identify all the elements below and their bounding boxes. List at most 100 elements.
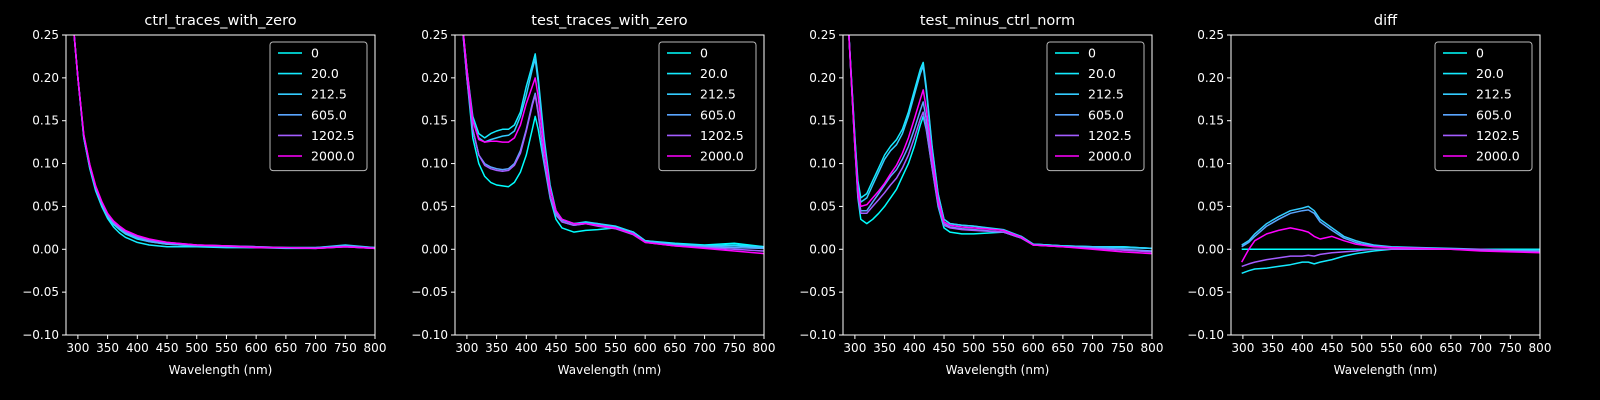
plot-frame: [65, 34, 376, 336]
legend-label-1: 20.0: [1088, 66, 1116, 81]
y-tick-label: 0.20: [421, 71, 448, 85]
x-tick-label: 800: [364, 341, 387, 355]
x-tick-label: 750: [1111, 341, 1134, 355]
x-tick-label: 350: [1261, 341, 1284, 355]
x-tick-label: 600: [245, 341, 268, 355]
x-tick-label: 700: [693, 341, 716, 355]
y-tick-label: 0.00: [32, 242, 59, 256]
x-tick-label: 300: [66, 341, 89, 355]
x-tick-label: 450: [933, 341, 956, 355]
x-tick-label: 550: [992, 341, 1015, 355]
y-tick-label: 0.20: [809, 71, 836, 85]
plot-frame: [842, 34, 1153, 336]
legend-label-3: 605.0: [1088, 107, 1124, 122]
legend-label-2: 212.5: [1476, 87, 1512, 102]
chart-title: ctrl_traces_with_zero: [144, 13, 296, 29]
x-tick-label: 650: [274, 341, 297, 355]
x-tick-label: 700: [1081, 341, 1104, 355]
y-tick-label: 0.15: [1197, 114, 1224, 128]
x-tick-label: 600: [1410, 341, 1433, 355]
y-tick-label: −0.05: [22, 285, 59, 299]
x-tick-label: 400: [126, 341, 149, 355]
legend-label-3: 605.0: [1476, 107, 1512, 122]
y-tick-label: −0.05: [1187, 285, 1224, 299]
legend-label-4: 1202.5: [1088, 128, 1132, 143]
legend-label-3: 605.0: [311, 107, 347, 122]
legend-label-0: 0: [1476, 46, 1484, 61]
chart-title: test_traces_with_zero: [531, 13, 688, 29]
series-line-3: [1241, 209, 1540, 252]
x-tick-label: 500: [185, 341, 208, 355]
y-tick-label: 0.20: [32, 71, 59, 85]
series-line-2: [1241, 205, 1540, 252]
x-tick-label: 350: [873, 341, 896, 355]
x-tick-label: 800: [1141, 341, 1164, 355]
series-lines: [462, 35, 764, 255]
y-tick-label: 0.15: [809, 114, 836, 128]
x-tick-label: 550: [215, 341, 238, 355]
series-line-5: [462, 35, 764, 255]
y-tick-label: 0.10: [32, 157, 59, 171]
chart-panel-3: test_minus_ctrl_norm Wavelength (nm) 300 35…: [799, 13, 1163, 377]
x-tick-label: 650: [1439, 341, 1462, 355]
chart-panel-1: ctrl_traces_with_zero Wavelength (nm) 300 3…: [22, 13, 387, 377]
x-tick-label: 300: [1231, 341, 1254, 355]
legend-label-4: 1202.5: [311, 128, 355, 143]
series-lines: [1241, 205, 1540, 275]
y-tick-label: 0.00: [1197, 242, 1224, 256]
y-tick-label: 0.00: [809, 242, 836, 256]
x-tick-label: 300: [843, 341, 866, 355]
series-lines: [73, 35, 375, 250]
series-line-5: [848, 35, 1152, 255]
x-tick-label: 450: [1321, 341, 1344, 355]
x-tick-label: 600: [1022, 341, 1045, 355]
x-tick-label: 700: [304, 341, 327, 355]
legend-label-4: 1202.5: [700, 128, 744, 143]
plot-frame: [1230, 34, 1541, 336]
x-tick-label: 550: [604, 341, 627, 355]
x-axis-label: Wavelength (nm): [1334, 363, 1438, 377]
y-tick-label: −0.10: [1187, 328, 1224, 342]
legend: 0 20.0 212.5 605.0 1202.5 2000.0: [658, 41, 757, 172]
x-tick-label: 650: [1051, 341, 1074, 355]
legend-label-0: 0: [700, 46, 708, 61]
x-tick-label: 750: [1499, 341, 1522, 355]
x-tick-label: 450: [156, 341, 179, 355]
y-tick-label: 0.05: [809, 199, 836, 213]
x-tick-label: 350: [96, 341, 119, 355]
y-tick-label: 0.10: [1197, 157, 1224, 171]
legend-label-5: 2000.0: [1476, 149, 1520, 164]
legend-label-4: 1202.5: [1476, 128, 1520, 143]
legend-label-1: 20.0: [311, 66, 339, 81]
y-tick-label: 0.05: [1197, 199, 1224, 213]
chart-title: diff: [1374, 13, 1398, 29]
x-tick-label: 400: [515, 341, 538, 355]
x-axis-label: Wavelength (nm): [946, 363, 1050, 377]
chart-title: test_minus_ctrl_norm: [920, 13, 1075, 29]
series-line-5: [73, 35, 375, 250]
legend-label-5: 2000.0: [311, 149, 355, 164]
x-axis-label: Wavelength (nm): [558, 363, 662, 377]
y-tick-label: 0.20: [1197, 71, 1224, 85]
chart-panel-4: diff Wavelength (nm) 300 350 400 450 500 550 600…: [1187, 13, 1551, 377]
y-tick-label: 0.25: [809, 28, 836, 42]
y-tick-label: 0.10: [421, 157, 448, 171]
x-tick-label: 700: [1469, 341, 1492, 355]
legend-label-0: 0: [311, 46, 319, 61]
x-tick-label: 800: [1529, 341, 1552, 355]
x-tick-label: 500: [1350, 341, 1373, 355]
y-tick-label: −0.05: [411, 285, 448, 299]
x-tick-label: 500: [574, 341, 597, 355]
x-tick-label: 450: [545, 341, 568, 355]
legend-label-5: 2000.0: [1088, 149, 1132, 164]
y-tick-label: 0.15: [32, 114, 59, 128]
x-tick-label: 350: [485, 341, 508, 355]
legend-label-5: 2000.0: [700, 149, 744, 164]
legend-label-1: 20.0: [1476, 66, 1504, 81]
x-tick-label: 400: [1291, 341, 1314, 355]
y-tick-label: −0.10: [799, 328, 836, 342]
y-tick-label: 0.05: [32, 199, 59, 213]
legend: 0 20.0 212.5 605.0 1202.5 2000.0: [1046, 41, 1145, 172]
x-tick-label: 300: [455, 341, 478, 355]
